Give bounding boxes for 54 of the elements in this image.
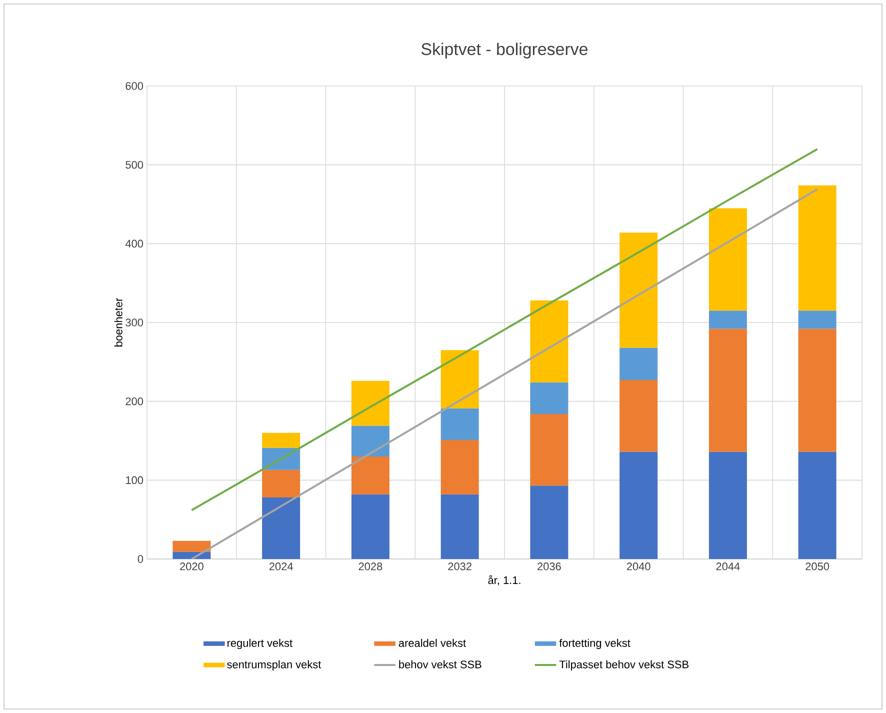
legend-label: arealdel vekst <box>398 638 466 647</box>
x-tick-label: 2032 <box>448 562 472 570</box>
bar <box>440 350 479 408</box>
bar <box>798 452 836 559</box>
x-tick-label: 2044 <box>716 562 740 570</box>
y-tick-label: 0 <box>138 555 144 563</box>
bar <box>262 470 300 498</box>
bar <box>798 328 836 452</box>
x-tick-label: 2040 <box>626 562 650 570</box>
line-series <box>190 188 818 559</box>
legend-label: regulert vekst <box>228 638 292 650</box>
bar <box>798 310 836 329</box>
y-tick-label: 400 <box>125 240 144 248</box>
bar <box>440 494 479 559</box>
line-series <box>190 148 818 512</box>
bar <box>708 208 747 311</box>
x-axis-title: år, 1.1. <box>488 575 520 586</box>
bar <box>708 452 747 559</box>
bar <box>620 232 658 348</box>
y-tick-label: 500 <box>126 160 144 169</box>
x-tick-label: 2050 <box>806 562 830 570</box>
x-tick-label: 2028 <box>358 562 382 570</box>
bar <box>172 540 211 552</box>
legend-label: Tilpasset behov vekst SSB <box>559 660 688 670</box>
bar <box>262 432 300 448</box>
y-tick-label: 300 <box>126 318 144 326</box>
legend-label: behov vekst SSB <box>399 660 482 668</box>
y-tick-label: 100 <box>126 476 144 484</box>
bar <box>440 440 479 494</box>
bar <box>708 328 747 452</box>
bar <box>351 380 390 426</box>
bar <box>620 380 658 452</box>
bar <box>530 486 568 559</box>
bar <box>440 408 479 440</box>
bar <box>530 414 568 486</box>
x-tick-label: 2024 <box>269 562 293 570</box>
bar <box>620 452 658 559</box>
bar <box>708 310 747 329</box>
x-tick-label: 2036 <box>538 562 561 570</box>
bar <box>530 382 568 414</box>
bar <box>530 300 568 382</box>
y-tick-label: 600 <box>126 82 144 90</box>
legend-label: sentrumsplan vekst <box>227 660 322 670</box>
bar <box>351 456 390 494</box>
y-axis-title: boenheter <box>114 298 122 346</box>
bar <box>262 498 300 559</box>
bar <box>798 185 836 311</box>
bar <box>620 348 658 380</box>
legend-label: fortetting vekst <box>559 638 630 650</box>
bar <box>351 494 390 559</box>
chart-title: Skiptvet - boligreserve <box>421 42 588 59</box>
y-tick-label: 200 <box>126 397 144 406</box>
bar <box>351 426 390 457</box>
x-tick-label: 2020 <box>180 562 204 570</box>
